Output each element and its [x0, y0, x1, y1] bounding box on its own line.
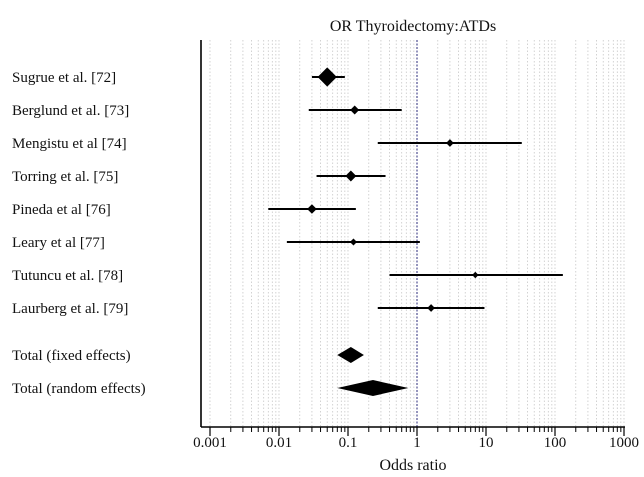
point-estimate — [317, 67, 337, 87]
chart-title: OR Thyroidectomy:ATDs — [330, 18, 496, 35]
point-estimate — [349, 238, 357, 246]
study-label: Berglund et al. [73] — [12, 103, 129, 119]
pooled-diamond — [337, 347, 364, 363]
pooled-diamond — [337, 380, 409, 396]
x-tick-label: 10 — [479, 435, 494, 451]
point-estimate — [472, 271, 479, 279]
axes — [200, 40, 625, 428]
x-tick-label: 1000 — [609, 435, 639, 451]
study-label: Leary et al [77] — [12, 235, 105, 251]
point-estimate — [350, 105, 360, 115]
x-axis-label: Odds ratio — [379, 457, 446, 474]
x-tick-label: 0.01 — [266, 435, 292, 451]
study-label: Sugrue et al. [72] — [12, 70, 116, 86]
total-label: Total (fixed effects) — [12, 348, 131, 364]
x-tick-label: 100 — [544, 435, 567, 451]
study-marks — [268, 67, 563, 396]
x-tick-label: 0.1 — [339, 435, 358, 451]
x-tick-label: 0.001 — [193, 435, 227, 451]
study-label: Torring et al. [75] — [12, 169, 118, 185]
point-estimate — [345, 170, 357, 182]
x-tick-label: 1 — [413, 435, 421, 451]
study-label: Tutuncu et al. [78] — [12, 268, 123, 284]
total-label: Total (random effects) — [12, 381, 146, 397]
study-labels: Sugrue et al. [72] Berglund et al. [73] Me… — [12, 70, 146, 397]
study-label: Pineda et al [76] — [12, 202, 111, 218]
point-estimate — [307, 204, 317, 214]
study-label: Mengistu et al [74] — [12, 136, 127, 152]
study-label: Laurberg et al. [79] — [12, 301, 128, 317]
point-estimate — [427, 304, 435, 312]
point-estimate — [446, 139, 454, 147]
x-ticks: 0.001 0.01 0.1 1 10 100 1000 — [193, 427, 639, 451]
grid — [209, 40, 625, 427]
